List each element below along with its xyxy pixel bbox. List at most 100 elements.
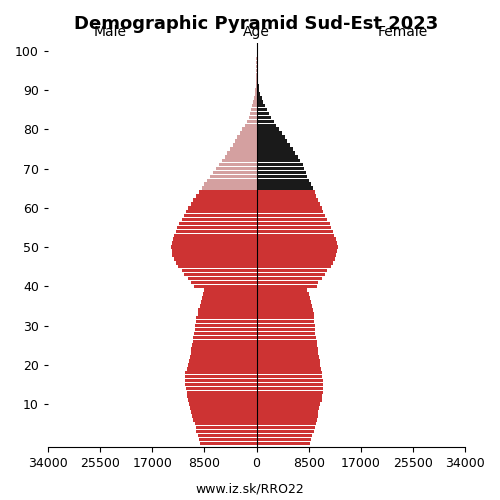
Bar bbox=[256, 112, 269, 116]
Bar bbox=[196, 316, 256, 320]
Bar bbox=[173, 238, 256, 241]
Bar bbox=[256, 222, 330, 226]
Bar bbox=[245, 124, 256, 127]
Bar bbox=[256, 379, 323, 382]
Bar bbox=[256, 206, 322, 210]
Bar bbox=[256, 269, 327, 272]
Bar bbox=[184, 214, 256, 218]
Bar bbox=[194, 284, 256, 288]
Bar bbox=[256, 174, 308, 178]
Bar bbox=[256, 178, 310, 182]
Bar bbox=[256, 402, 320, 406]
Bar bbox=[256, 242, 337, 245]
Bar bbox=[256, 159, 300, 162]
Bar bbox=[194, 332, 256, 335]
Bar bbox=[256, 426, 315, 430]
Bar bbox=[256, 147, 292, 150]
Bar bbox=[255, 88, 256, 92]
Bar bbox=[227, 151, 256, 154]
Bar bbox=[256, 371, 322, 374]
Bar bbox=[256, 155, 298, 158]
Bar bbox=[192, 414, 256, 418]
Bar bbox=[191, 410, 256, 414]
Bar bbox=[250, 112, 256, 116]
Bar bbox=[196, 430, 256, 434]
Bar bbox=[256, 390, 323, 394]
Bar bbox=[256, 355, 319, 358]
Bar bbox=[256, 410, 318, 414]
Bar bbox=[196, 426, 256, 430]
Bar bbox=[198, 312, 256, 316]
Bar bbox=[202, 186, 256, 190]
Bar bbox=[194, 198, 256, 202]
Bar bbox=[188, 363, 256, 366]
Bar bbox=[256, 124, 276, 127]
Bar bbox=[219, 163, 256, 166]
Bar bbox=[172, 242, 256, 245]
Bar bbox=[256, 230, 333, 233]
Bar bbox=[198, 434, 256, 438]
Bar bbox=[253, 100, 256, 103]
Bar bbox=[188, 398, 256, 402]
Bar bbox=[256, 226, 332, 229]
Bar bbox=[256, 276, 322, 280]
Bar bbox=[256, 88, 260, 92]
Bar bbox=[256, 128, 279, 131]
Bar bbox=[256, 316, 314, 320]
Bar bbox=[186, 371, 256, 374]
Bar bbox=[256, 246, 338, 249]
Bar bbox=[248, 116, 256, 119]
Bar bbox=[256, 72, 257, 76]
Bar bbox=[202, 300, 256, 304]
Bar bbox=[256, 257, 335, 260]
Bar bbox=[203, 292, 256, 296]
Bar bbox=[172, 249, 256, 252]
Bar bbox=[256, 367, 321, 370]
Bar bbox=[256, 422, 316, 426]
Bar bbox=[256, 104, 265, 108]
Bar bbox=[256, 170, 306, 174]
Bar bbox=[198, 308, 256, 312]
Bar bbox=[189, 402, 256, 406]
Bar bbox=[199, 438, 256, 441]
Bar bbox=[184, 273, 256, 276]
Bar bbox=[254, 92, 256, 96]
Bar bbox=[176, 261, 256, 264]
Bar bbox=[256, 320, 314, 324]
Bar bbox=[254, 96, 256, 100]
Bar bbox=[194, 418, 256, 422]
Bar bbox=[238, 136, 256, 139]
Bar bbox=[256, 140, 287, 143]
Bar bbox=[256, 363, 320, 366]
Bar bbox=[256, 288, 308, 292]
Bar bbox=[210, 174, 256, 178]
Bar bbox=[199, 190, 256, 194]
Bar bbox=[251, 108, 256, 112]
Bar bbox=[188, 276, 256, 280]
Bar bbox=[256, 304, 312, 308]
Bar bbox=[256, 76, 258, 80]
Bar bbox=[224, 155, 256, 158]
Bar bbox=[208, 178, 256, 182]
Bar bbox=[256, 414, 318, 418]
Bar bbox=[256, 151, 295, 154]
Bar bbox=[256, 100, 264, 103]
Bar bbox=[256, 186, 313, 190]
Bar bbox=[256, 324, 315, 328]
Bar bbox=[256, 163, 302, 166]
Bar bbox=[256, 340, 316, 343]
Text: Male: Male bbox=[94, 25, 127, 39]
Bar bbox=[186, 390, 256, 394]
Bar bbox=[232, 143, 256, 146]
Bar bbox=[190, 406, 256, 410]
Bar bbox=[195, 324, 256, 328]
Bar bbox=[256, 108, 267, 112]
Bar bbox=[256, 120, 274, 123]
Bar bbox=[256, 202, 320, 205]
Bar bbox=[174, 234, 256, 237]
Bar bbox=[196, 320, 256, 324]
Bar bbox=[256, 92, 260, 96]
Bar bbox=[256, 308, 313, 312]
Bar bbox=[200, 304, 256, 308]
Bar bbox=[171, 246, 256, 249]
